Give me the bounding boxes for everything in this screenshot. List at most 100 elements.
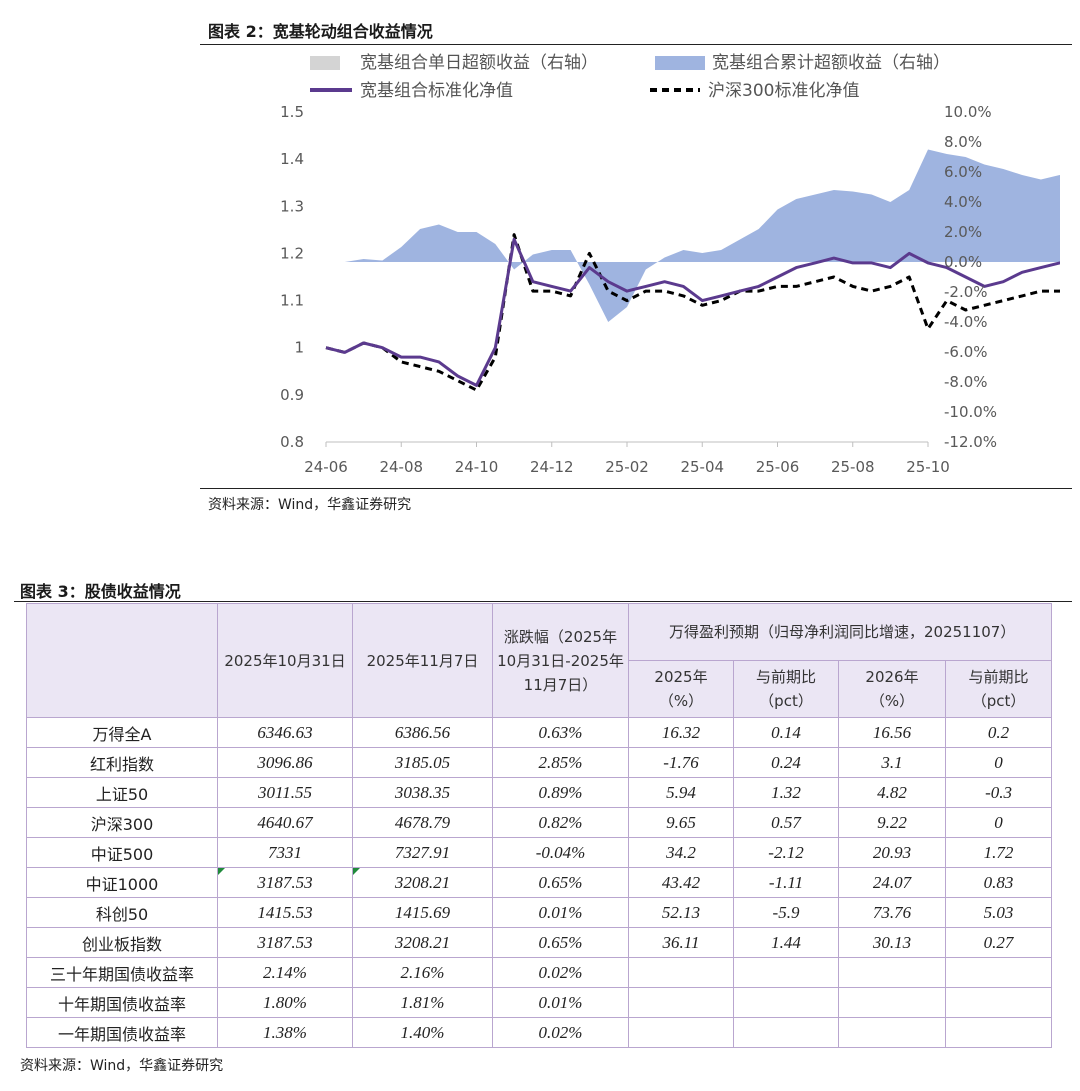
header-sub1: 2025年（%） (628, 660, 734, 718)
header-col3: 涨跌幅（2025年10月31日-2025年11月7日） (492, 603, 629, 718)
table-cell (944, 987, 1053, 1018)
figure2-source: 资料来源：Wind，华鑫证券研究 (208, 497, 412, 513)
table-cell: 20.93 (838, 837, 946, 868)
figure2-title: 图表 2：宽基轮动组合收益情况 (208, 22, 433, 41)
header-group: 万得盈利预期（归母净利润同比增速，20251107） (627, 603, 1053, 661)
table-cell: 0.89% (492, 777, 629, 808)
table-cell: 4678.79 (352, 807, 493, 838)
chart: 宽基组合单日超额收益（右轴） 宽基组合累计超额收益（右轴） 宽基组合标准化净值 … (280, 53, 1060, 476)
series-hs300-line (325, 233, 1060, 392)
table-cell: 6386.56 (352, 717, 493, 748)
legend-label-hs300: 沪深300标准化净值 (708, 81, 859, 101)
table-cell: 30.13 (838, 927, 946, 958)
table-cell: -5.9 (733, 897, 839, 928)
x-tick-label: 25-06 (756, 458, 800, 476)
table-cell: 73.76 (838, 897, 946, 928)
y-right-tick-label: -6.0% (944, 343, 988, 361)
table-cell: 0.65% (492, 867, 629, 898)
table-cell: 7331 (217, 837, 353, 868)
table-cell: 1.72 (944, 837, 1053, 868)
y-right-tick-label: -8.0% (944, 373, 988, 391)
table-row: 科创50 1415.53 1415.69 0.01% 52.13 -5.9 73.76 5.0… (26, 897, 1053, 928)
y-right-tick-label: 10.0% (944, 103, 992, 121)
table-cell: 0.83 (944, 867, 1053, 898)
table-cell (944, 957, 1053, 988)
header-sub4: 与前期比（pct） (944, 660, 1053, 718)
table-cell: 0.24 (733, 747, 839, 778)
table-cell (628, 987, 734, 1018)
figure2-top-rule (200, 44, 1072, 45)
row-name: 沪深300 (26, 807, 218, 838)
table-cell: 16.56 (838, 717, 946, 748)
table-cell: 0.02% (492, 1017, 629, 1048)
table-cell: 1.81% (352, 987, 493, 1018)
table-cell: 0 (944, 747, 1053, 778)
y-left-tick-label: 1.2 (280, 244, 304, 262)
table-cell: 9.22 (838, 807, 946, 838)
legend-label-cumulative: 宽基组合累计超额收益（右轴） (712, 53, 950, 73)
x-tick-label: 24-08 (379, 458, 423, 476)
table-cell: 1.40% (352, 1017, 493, 1048)
legend-swatch-daily (310, 56, 340, 70)
table-cell: 0.57 (733, 807, 839, 838)
y-left-tick-label: 1.5 (280, 103, 304, 121)
table-cell: 3038.35 (352, 777, 493, 808)
table-cell: 0.01% (492, 987, 629, 1018)
table-cell: 52.13 (628, 897, 734, 928)
table-cell: 2.85% (492, 747, 629, 778)
table-cell (628, 957, 734, 988)
table-cell: 5.03 (944, 897, 1053, 928)
table-cell: 3208.21 (352, 867, 493, 898)
table-row: 三十年期国债收益率 2.14% 2.16% 0.02% (26, 957, 1053, 988)
legend-label-daily: 宽基组合单日超额收益（右轴） (360, 53, 598, 73)
header-sub3: 2026年（%） (838, 660, 946, 718)
figure3-top-rule (14, 601, 1072, 602)
y-right-tick-label: 0.0% (944, 253, 982, 271)
table-cell: 3096.86 (217, 747, 353, 778)
table-row: 一年期国债收益率 1.38% 1.40% 0.02% (26, 1017, 1053, 1048)
figure3-source: 资料来源：Wind，华鑫证券研究 (20, 1058, 224, 1074)
y-right-tick-label: -10.0% (944, 403, 997, 421)
figure2-bottom-rule (200, 488, 1072, 489)
y-left-tick-label: 1.4 (280, 150, 304, 168)
table-cell: -1.11 (733, 867, 839, 898)
y-left-tick-label: 1.1 (280, 292, 304, 310)
x-tick-label: 24-12 (530, 458, 574, 476)
series-portfolio-line (325, 237, 1060, 387)
table-row: 创业板指数 3187.53 3208.21 0.65% 36.11 1.44 30.13 0.… (26, 927, 1053, 958)
table-row: 万得全A 6346.63 6386.56 0.63% 16.32 0.14 16.56 0.2 (26, 717, 1053, 748)
table-cell: 0.02% (492, 957, 629, 988)
table-cell: 0.2 (944, 717, 1053, 748)
y-right-tick-label: 2.0% (944, 223, 982, 241)
y-right-tick-label: -12.0% (944, 433, 997, 451)
table-cell: 0.01% (492, 897, 629, 928)
figure3-title: 图表 3：股债收益情况 (20, 582, 181, 601)
table-cell: 0.63% (492, 717, 629, 748)
y-left-tick-label: 1.3 (280, 197, 304, 215)
table-cell: -0.3 (944, 777, 1053, 808)
table-cell: 3187.53 (217, 927, 353, 958)
table-cell: 36.11 (628, 927, 734, 958)
table-cell: 1415.69 (352, 897, 493, 928)
table-cell (733, 987, 839, 1018)
table-cell: 7327.91 (352, 837, 493, 868)
table-row: 沪深300 4640.67 4678.79 0.82% 9.65 0.57 9.22 0 (26, 807, 1053, 838)
equity-bond-table: 2025年10月31日 2025年11月7日 涨跌幅（2025年10月31日-2… (26, 603, 1053, 1048)
y-right-tick-label: 8.0% (944, 133, 982, 151)
table-cell: 3185.05 (352, 747, 493, 778)
table-row: 中证1000 3187.53 3208.21 0.65% 43.42 -1.11 24.07… (26, 867, 1053, 898)
table-cell: 4.82 (838, 777, 946, 808)
x-tick-label: 24-06 (304, 458, 348, 476)
table-row: 红利指数 3096.86 3185.05 2.85% -1.76 0.24 3.1 0 (26, 747, 1053, 778)
table-cell: 0.65% (492, 927, 629, 958)
row-name: 十年期国债收益率 (26, 987, 218, 1018)
table-cell: 0.27 (944, 927, 1053, 958)
table-cell: 16.32 (628, 717, 734, 748)
header-col1: 2025年10月31日 (217, 603, 353, 718)
row-name: 红利指数 (26, 747, 218, 778)
table-cell: 3011.55 (217, 777, 353, 808)
row-name: 创业板指数 (26, 927, 218, 958)
table-cell: 2.16% (352, 957, 493, 988)
y-right-tick-label: 6.0% (944, 163, 982, 181)
table-row: 十年期国债收益率 1.80% 1.81% 0.01% (26, 987, 1053, 1018)
